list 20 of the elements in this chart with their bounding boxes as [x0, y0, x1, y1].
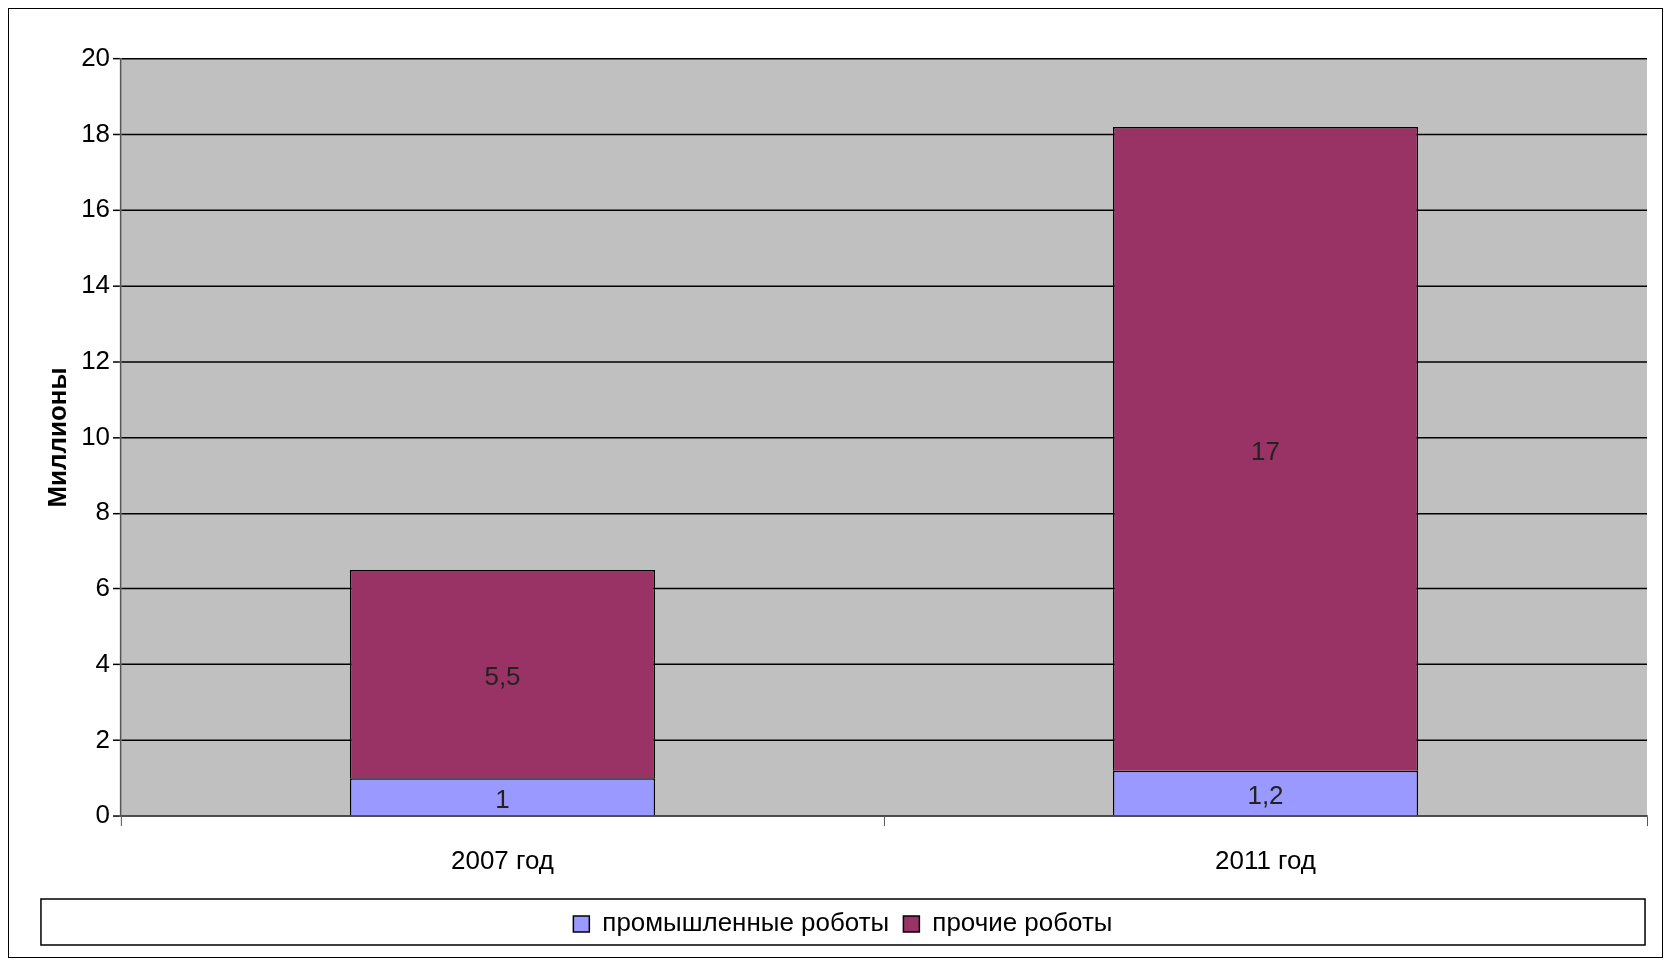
y-tick-label: 20 — [81, 43, 110, 72]
legend-label: промышленные роботы — [602, 908, 890, 937]
y-tick-label: 14 — [81, 270, 110, 299]
y-tick-label: 12 — [81, 345, 110, 374]
y-tick-label: 16 — [81, 194, 110, 223]
data-label: 5,5 — [484, 662, 521, 691]
y-tick-label: 8 — [95, 497, 110, 526]
y-axis-title: Миллионы — [42, 367, 71, 508]
x-tick-label: 2011 год — [1215, 845, 1316, 874]
data-label: 1,2 — [1247, 781, 1284, 810]
data-label: 1 — [495, 784, 510, 813]
y-tick-label: 0 — [95, 800, 110, 829]
y-tick-label: 2 — [95, 724, 110, 753]
y-tick-label: 10 — [81, 421, 110, 450]
y-tick-label: 6 — [95, 573, 110, 602]
y-tick-label: 18 — [81, 118, 110, 147]
y-tick-label: 4 — [95, 648, 110, 677]
data-label: 17 — [1251, 437, 1280, 465]
x-tick-label: 2007 год — [451, 845, 554, 874]
legend-label: прочие роботы — [932, 908, 1113, 937]
